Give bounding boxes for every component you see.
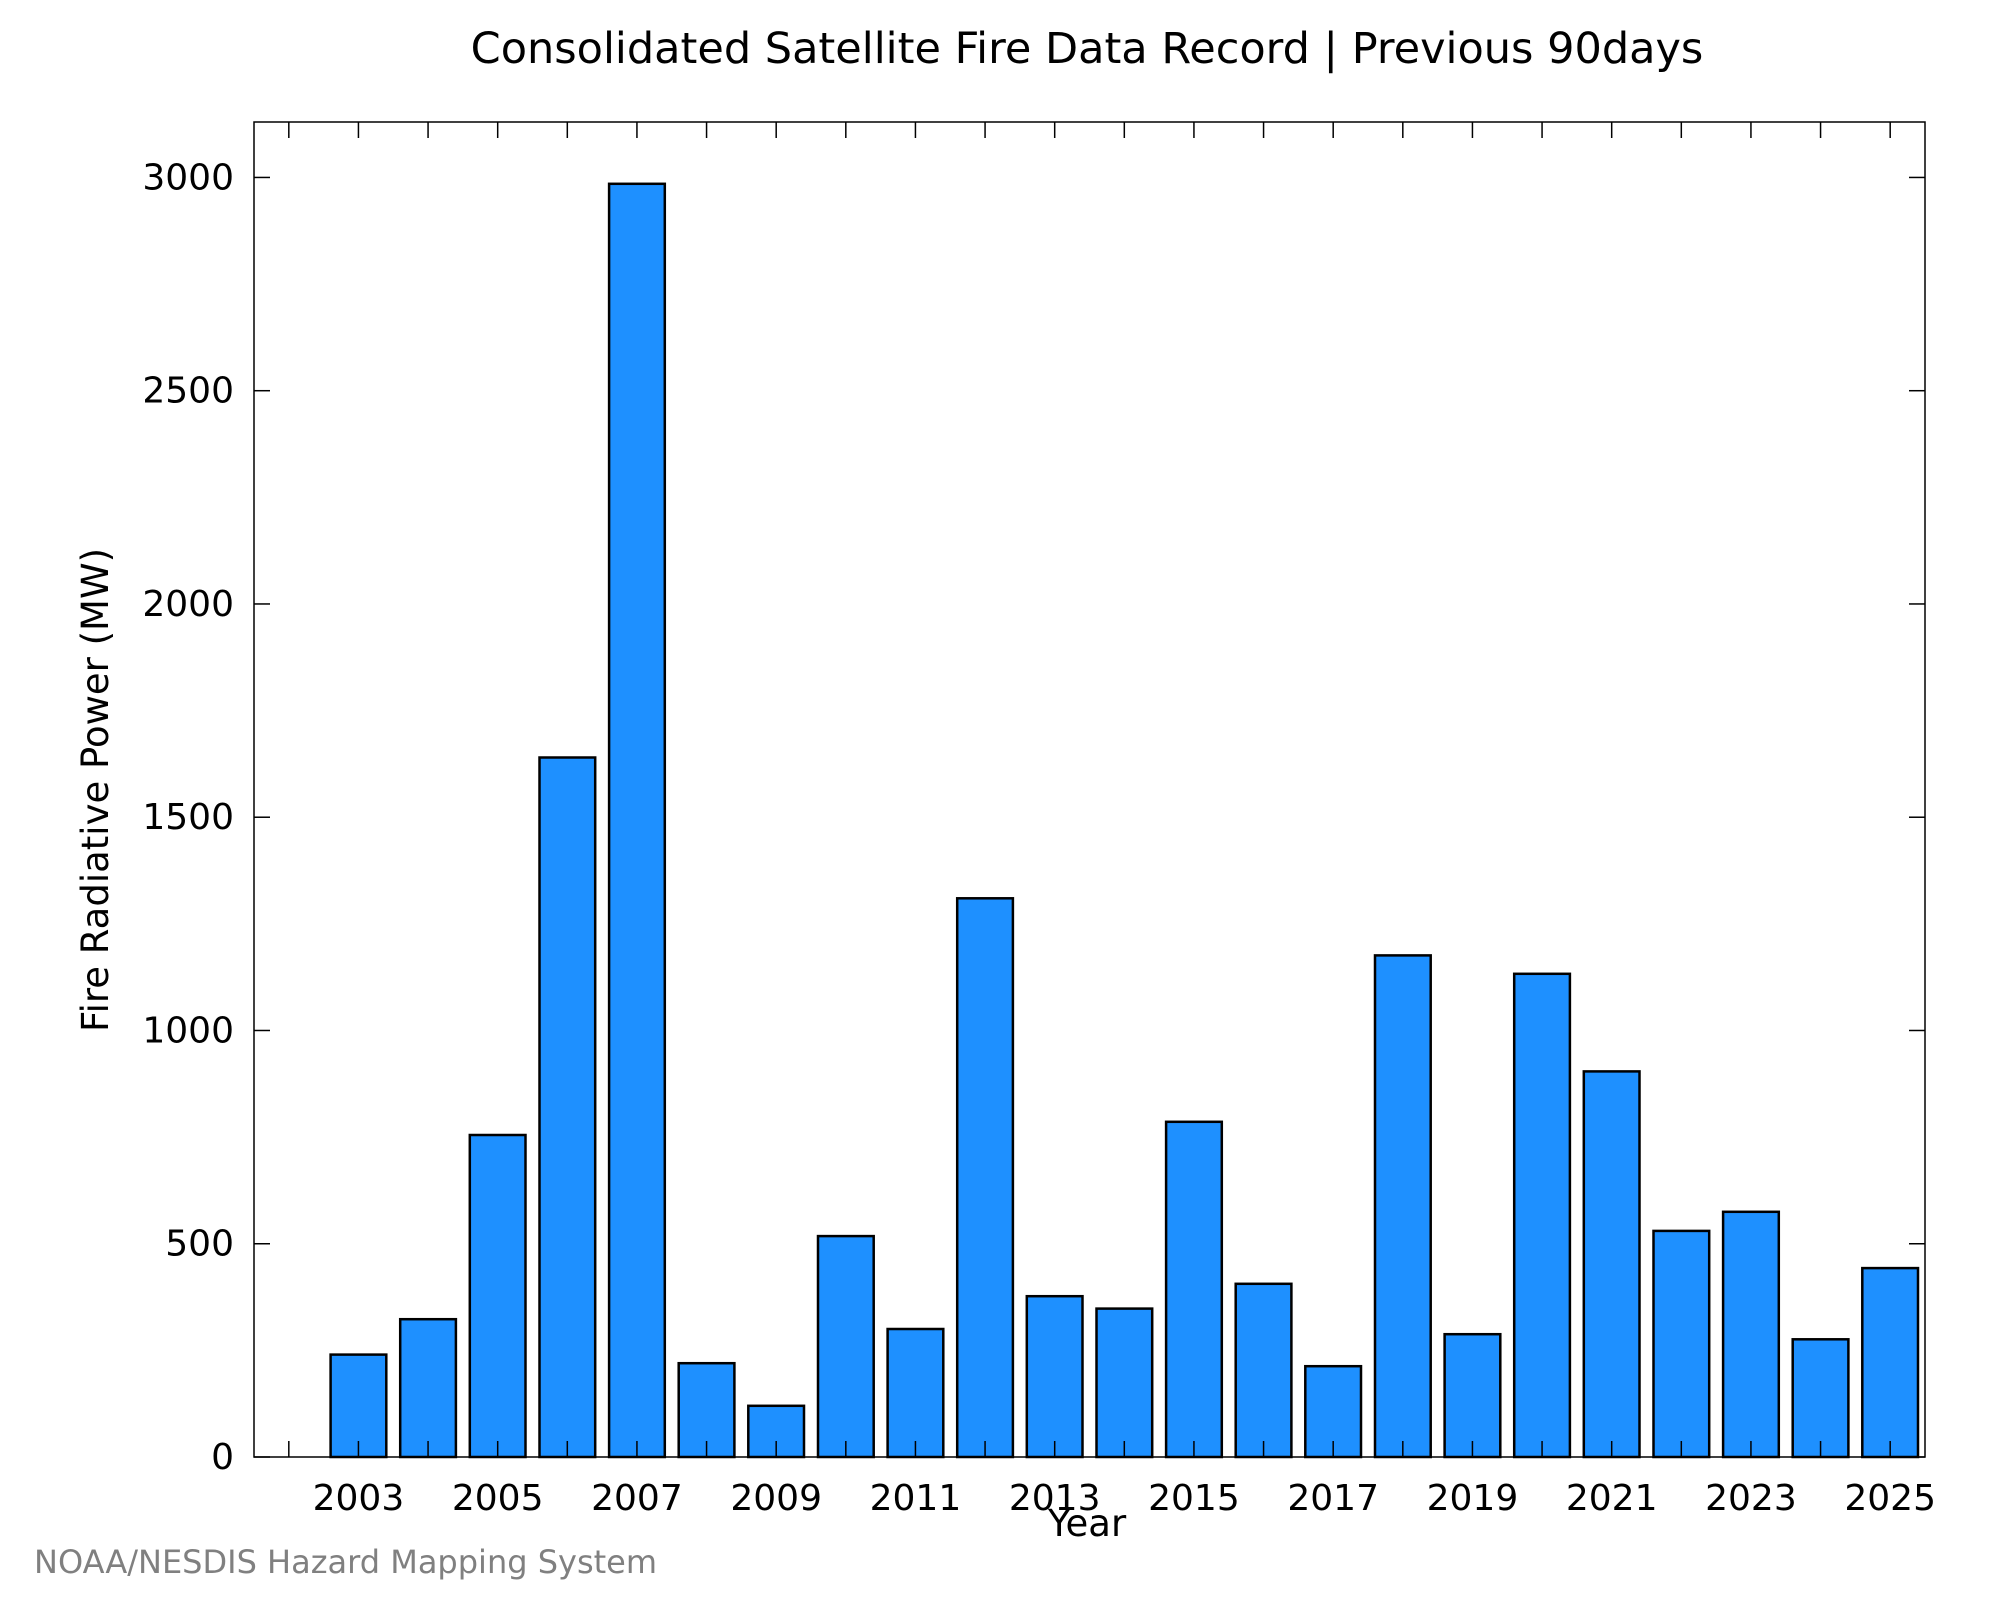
bar-2016 [1234,1282,1293,1459]
x-tick-label: 2021 [1566,1478,1658,1519]
plot-area: 0 500 1000 1500 2000 2500 3000 2003 2005 2007 2009… [142,121,1936,1519]
bar-2014 [1095,1307,1154,1459]
bar-2004 [398,1317,458,1459]
y-tick-label: 0 [211,1437,234,1478]
bar-2025 [1861,1266,1920,1459]
bar-2020 [1512,972,1572,1459]
bar-2005 [468,1133,527,1459]
bar-2019 [1443,1332,1502,1459]
x-tick-label: 2017 [1287,1478,1379,1519]
y-tick-label: 3000 [142,157,234,198]
x-tick-label: 2011 [870,1478,962,1519]
bar-2015 [1164,1120,1224,1459]
chart-title: Consolidated Satellite Fire Data Record … [471,24,1704,74]
x-tick-label: 2013 [1009,1478,1101,1519]
bar-2011 [886,1327,945,1459]
bar-2021 [1582,1070,1641,1459]
y-axis-label: Fire Radiative Power (MW) [74,548,117,1032]
x-tick-label: 2025 [1844,1478,1936,1519]
x-tick-label: 2007 [591,1478,683,1519]
bar-2022 [1652,1229,1711,1459]
x-tick-label: 2009 [730,1478,822,1519]
plot-frame [253,121,1926,1458]
bar-2006 [538,756,597,1459]
x-tick-label: 2019 [1427,1478,1519,1519]
bar-2018 [1373,954,1432,1459]
y-tick-label: 1500 [142,797,234,838]
bar-2023 [1721,1210,1781,1459]
bar-2012 [955,897,1015,1459]
y-tick-label: 2000 [142,584,234,625]
bar-2013 [1025,1294,1084,1459]
bar-2024 [1791,1338,1850,1459]
credit-text: NOAA/NESDIS Hazard Mapping System [34,1543,657,1581]
y-tick-label: 1000 [142,1010,234,1051]
y-tick-label: 500 [165,1224,234,1265]
x-tick-label: 2003 [313,1478,405,1519]
bar-2010 [816,1234,875,1459]
x-tick-label: 2015 [1148,1478,1240,1519]
bar-2003 [329,1353,388,1459]
y-tick-label: 2500 [142,371,234,412]
x-axis-label: Year [1047,1502,1127,1545]
bar-2007 [607,182,667,1459]
x-tick-label: 2005 [452,1478,544,1519]
x-tick-label: 2023 [1705,1478,1797,1519]
